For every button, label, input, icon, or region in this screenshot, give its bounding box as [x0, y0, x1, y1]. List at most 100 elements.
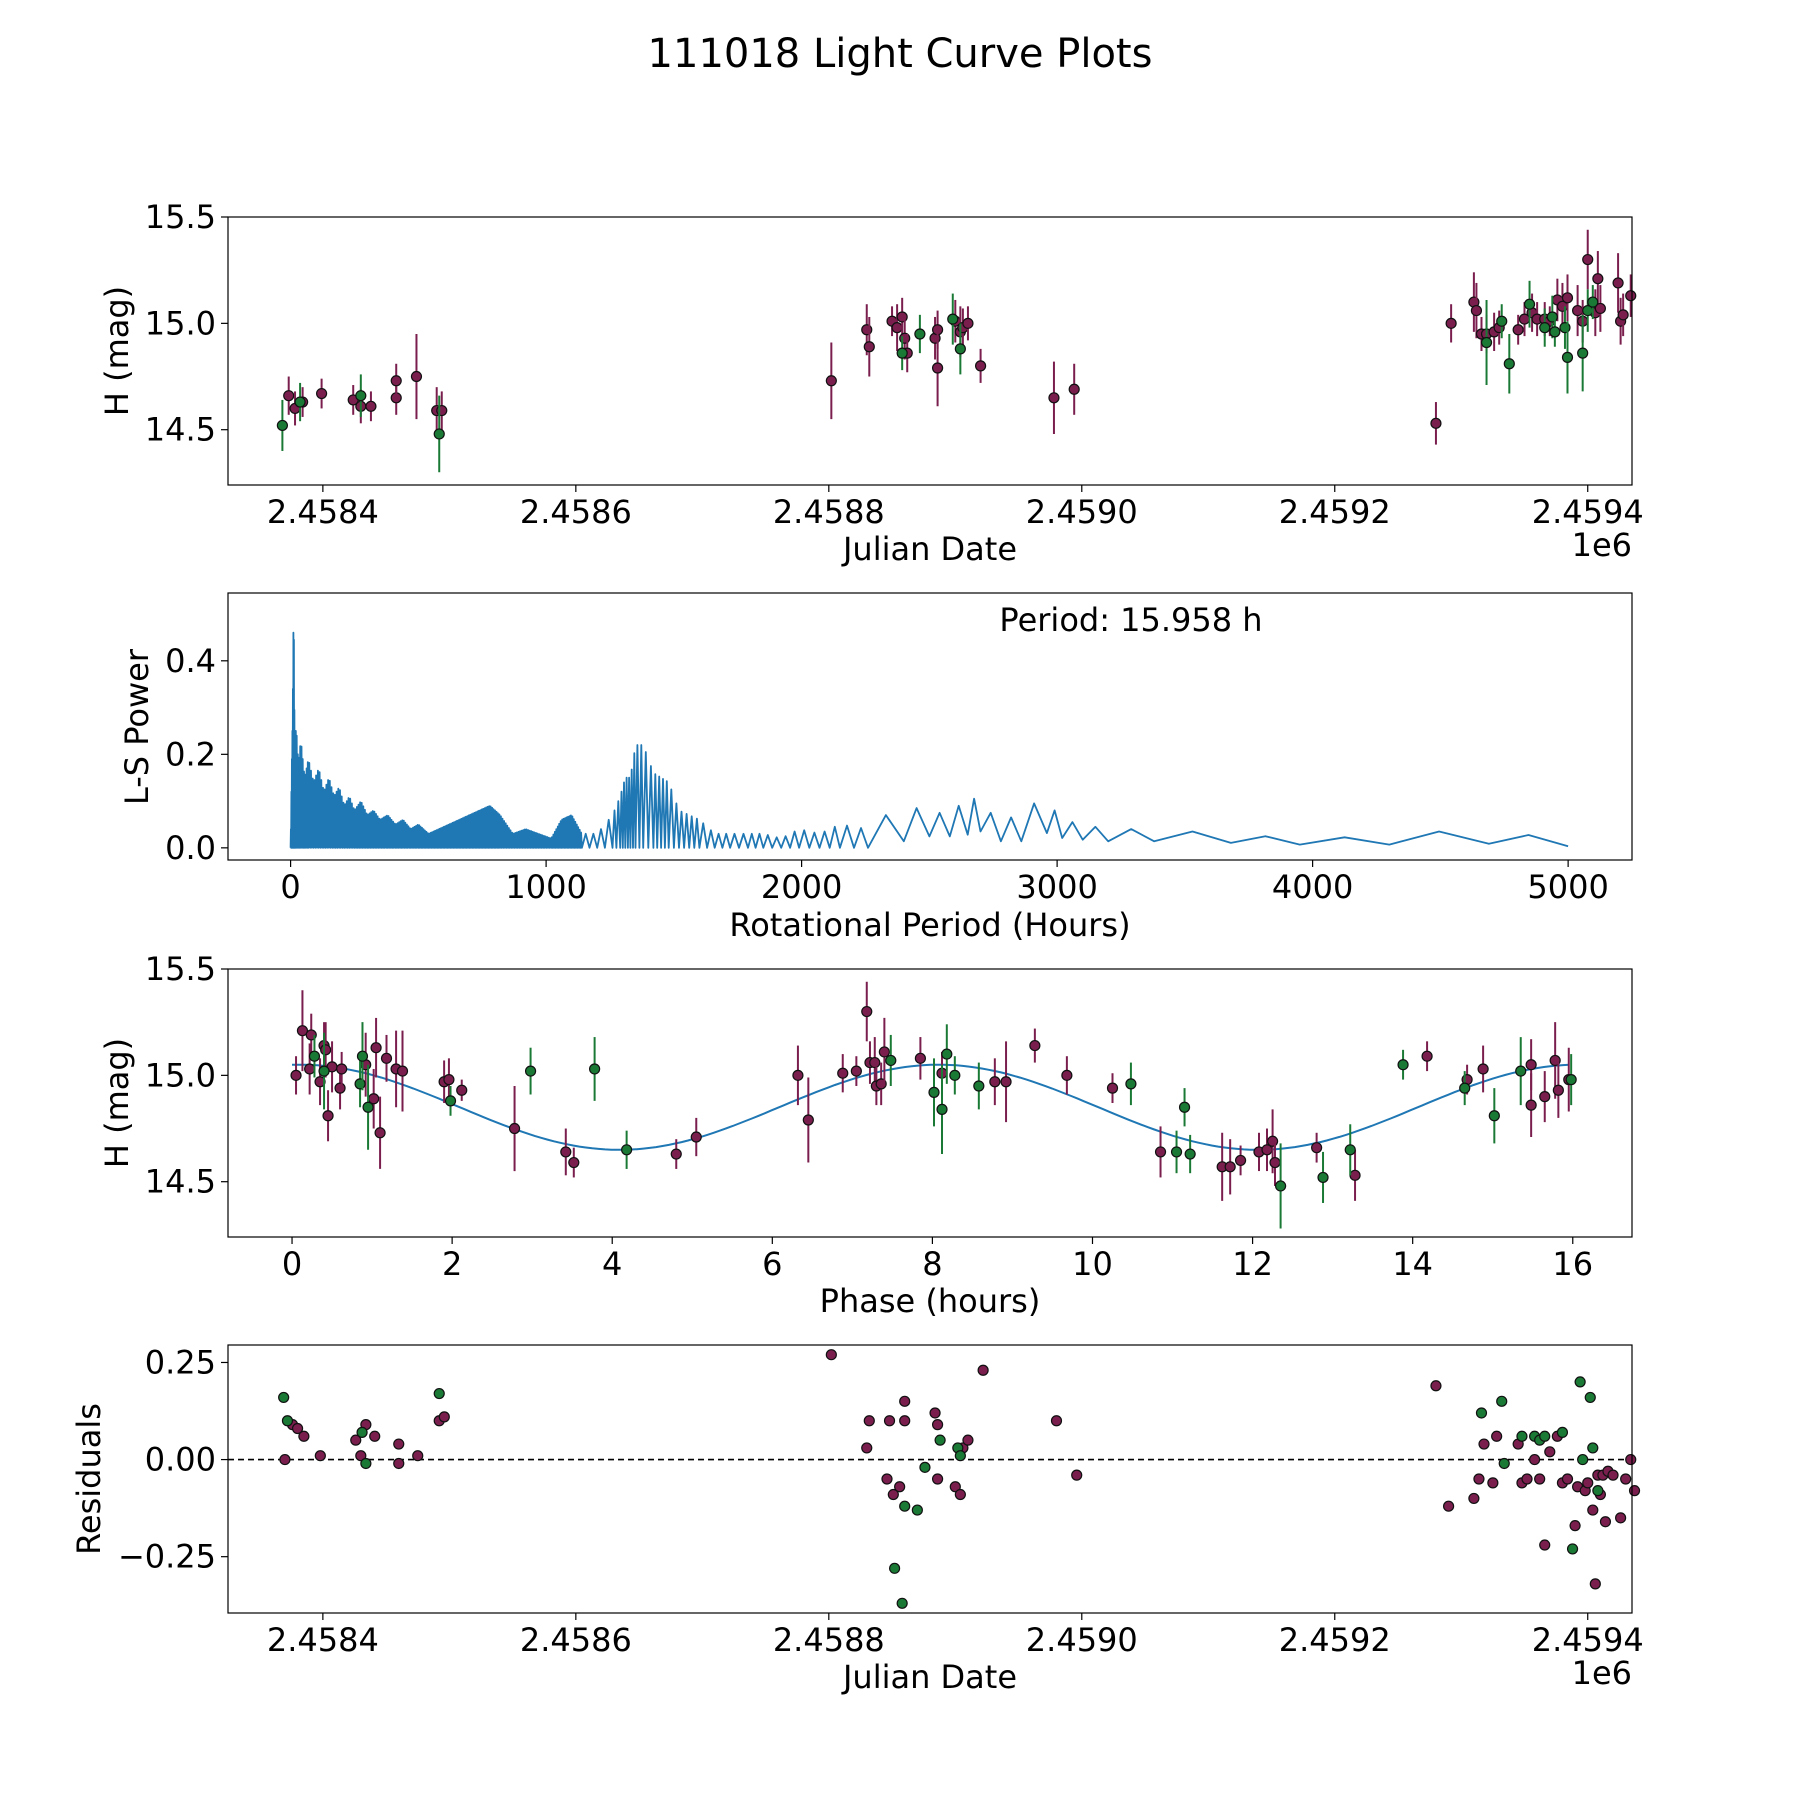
chart-0-xtick-label-3: 2.4590: [1026, 493, 1138, 531]
chart-2-s0-point-52: [1349, 1169, 1361, 1181]
chart-2-s0-point-19: [443, 1074, 455, 1086]
chart-0-s1-point-12: [1539, 322, 1551, 334]
periodogram-ylabel: L-S Power: [118, 648, 156, 805]
chart-2-s0-point-22: [560, 1146, 572, 1158]
chart-3-s0-point-38: [1487, 1477, 1499, 1489]
chart-0-s0-point-33: [1470, 304, 1483, 317]
chart-2-ytick-label-1: 15.0: [145, 1056, 216, 1094]
chart-2-s0-point-45: [1224, 1161, 1236, 1173]
chart-2-s0-point-42: [1106, 1082, 1119, 1094]
chart-3-ytick-label-2: −0.25: [118, 1538, 216, 1576]
residuals-xlabel: Julian Date: [841, 1658, 1017, 1696]
chart-0-ytick-label-0: 14.5: [145, 411, 216, 449]
chart-0-s0-point-6: [365, 400, 377, 412]
chart-3-s0-point-35: [1468, 1492, 1480, 1505]
chart-0-s1-point-19: [1587, 296, 1599, 308]
chart-3-ytick-label-0: 0.25: [145, 1343, 216, 1381]
chart-3-s0-point-18: [883, 1415, 896, 1427]
chart-1-power-line: [289, 631, 1569, 849]
chart-3-s1-point-3: [360, 1457, 372, 1470]
chart-0-s1-point-11: [1523, 298, 1536, 310]
lightcurve-xlabel: Julian Date: [841, 530, 1017, 568]
chart-2-s0-point-25: [690, 1131, 702, 1143]
chart-2-s0-point-49: [1266, 1135, 1279, 1147]
chart-2-xtick-label-1: 2: [442, 1245, 462, 1283]
residuals-frame: [227, 1344, 1633, 1614]
chart-3-s0-point-30: [977, 1364, 989, 1376]
chart-3-s0-point-0: [279, 1453, 291, 1466]
chart-3-s0-point-63: [1620, 1473, 1632, 1485]
chart-3-s0-point-19: [887, 1488, 899, 1501]
chart-2-s0-point-50: [1269, 1156, 1281, 1169]
chart-3-s0-point-33: [1430, 1380, 1442, 1392]
chart-2-s1-point-6: [524, 1065, 537, 1077]
chart-3-s1-point-13: [1475, 1407, 1488, 1419]
chart-2-s0-point-20: [456, 1084, 468, 1096]
chart-3-ytick-label-1: 0.00: [145, 1441, 216, 1479]
chart-3-s0-point-13: [438, 1411, 450, 1423]
chart-2-s0-point-1: [296, 1025, 309, 1037]
chart-3-s0-point-10: [393, 1457, 405, 1470]
chart-2-s0-point-21: [508, 1122, 521, 1135]
chart-3-s0-point-43: [1529, 1453, 1541, 1466]
chart-2-s0-point-7: [322, 1110, 334, 1122]
chart-3-s0-point-3: [298, 1430, 310, 1442]
chart-3-s1-point-25: [1587, 1442, 1599, 1454]
chart-3-s0-point-44: [1534, 1473, 1546, 1485]
chart-1-ytick-label-2: 0.4: [165, 642, 216, 680]
chart-2-xtick-label-3: 6: [762, 1245, 782, 1283]
chart-0-s0-point-52: [1594, 302, 1606, 315]
chart-0-s1-point-5: [914, 328, 926, 340]
chart-0-s0-point-29: [1068, 383, 1080, 395]
chart-0-xtick-label-1: 2.4586: [520, 493, 632, 531]
chart-2-s0-point-60: [1552, 1084, 1564, 1096]
chart-3-s0-point-4: [314, 1450, 326, 1462]
chart-3-s0-point-2: [291, 1422, 304, 1435]
chart-2-s0-point-15: [380, 1052, 393, 1064]
chart-2-xtick-label-8: 16: [1552, 1245, 1593, 1283]
chart-3-s0-point-45: [1539, 1539, 1551, 1551]
chart-3-s0-point-65: [1628, 1485, 1641, 1497]
chart-2-s1-point-8: [621, 1144, 633, 1156]
chart-2-s0-point-13: [370, 1042, 382, 1054]
chart-0-s0-point-46: [1561, 292, 1574, 304]
chart-3-s0-point-9: [393, 1438, 405, 1450]
chart-3-s1-point-20: [1556, 1426, 1569, 1438]
chart-3-s1-point-2: [356, 1426, 368, 1438]
residuals-x-offset: 1e6: [1572, 1654, 1632, 1692]
chart-2-s1-point-18: [1184, 1148, 1196, 1160]
chart-2-s0-point-46: [1234, 1154, 1247, 1167]
chart-3-s0-point-39: [1491, 1430, 1503, 1442]
chart-0-s1-point-9: [1496, 315, 1508, 327]
chart-0-s0-point-3: [316, 387, 328, 400]
chart-2-s1-point-4: [362, 1101, 374, 1113]
chart-3-s0-point-27: [954, 1488, 966, 1501]
chart-0-s1-point-0: [276, 419, 288, 432]
chart-0-ytick-label-2: 15.5: [145, 198, 216, 236]
phased-xlabel: Phase (hours): [820, 1282, 1041, 1320]
chart-2-s0-point-24: [670, 1148, 682, 1160]
chart-2-s0-point-26: [792, 1069, 804, 1081]
chart-3-s0-point-5: [350, 1434, 362, 1446]
chart-2-s1-point-7: [589, 1063, 601, 1075]
chart-0-s0-point-56: [1625, 290, 1637, 302]
figure-title: 111018 Light Curve Plots: [648, 31, 1153, 77]
chart-3-s0-point-31: [1050, 1415, 1063, 1427]
chart-2-ytick-label-0: 14.5: [145, 1163, 216, 1201]
chart-0-xtick-label-0: 2.4584: [267, 493, 379, 531]
chart-2-s0-point-39: [1000, 1076, 1012, 1088]
chart-0-s0-point-16: [891, 322, 903, 334]
chart-2-s0-point-0: [290, 1069, 302, 1081]
chart-0-s0-point-53: [1612, 277, 1624, 289]
chart-2-xtick-label-2: 4: [602, 1245, 622, 1283]
chart-3-s0-point-6: [355, 1450, 367, 1462]
chart-3-s1-point-0: [278, 1391, 290, 1404]
chart-3-s1-point-12: [954, 1450, 966, 1462]
chart-2-s0-point-58: [1539, 1091, 1551, 1103]
chart-3-xtick-label-2: 2.4588: [773, 1621, 885, 1659]
lightcurve-panel: 2.4584 2.4586 2.4588 2.4590 2.4592 2.4594 14.5…: [98, 198, 1644, 568]
chart-3-s0-point-21: [899, 1415, 911, 1427]
chart-3-s1-point-1: [281, 1415, 294, 1427]
chart-3-s0-point-62: [1615, 1512, 1627, 1524]
chart-2-s0-point-27: [802, 1114, 814, 1126]
